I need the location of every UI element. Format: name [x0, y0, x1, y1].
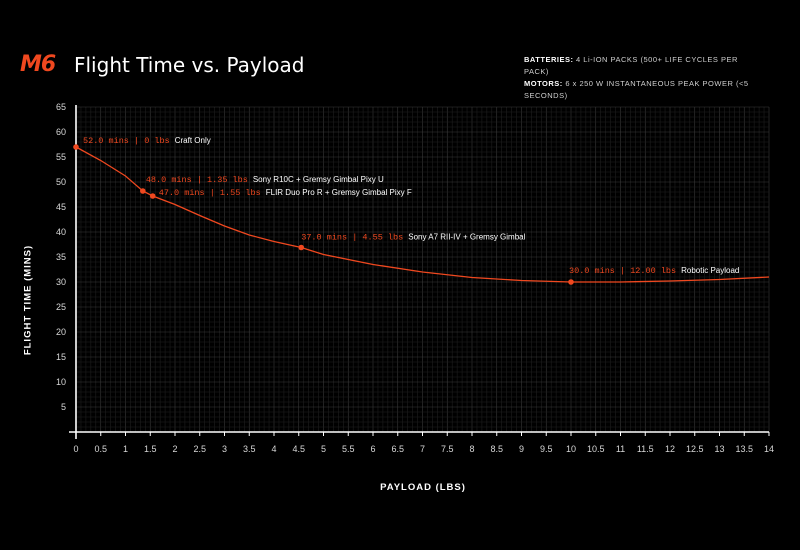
specs-block: BATTERIES: 4 Li-ION PACKS (500+ LIFE CYC…	[524, 54, 754, 102]
m6-logo: M6	[20, 52, 56, 77]
x-tick-label: 5.5	[342, 444, 355, 454]
x-tick-label: 14	[764, 444, 774, 454]
x-tick-label: 8	[469, 444, 474, 454]
motors-spec: MOTORS: 6 x 250 W INSTANTANEOUS PEAK POW…	[524, 78, 754, 102]
point-annotation: 37.0 mins | 4.55 lbs Sony A7 RII-IV + Gre…	[301, 233, 525, 243]
x-tick-label: 0	[73, 444, 78, 454]
point-annotation: 52.0 mins | 0 lbs Craft Only	[83, 136, 211, 146]
y-tick-label: 50	[56, 177, 66, 187]
chart-header: M6 Flight Time vs. Payload BATTERIES: 4 …	[20, 52, 780, 100]
x-tick-label: 3.5	[243, 444, 256, 454]
x-tick-label: 1.5	[144, 444, 157, 454]
point-value-label: 37.0 mins | 4.55 lbs	[301, 233, 403, 243]
x-tick-label: 6.5	[391, 444, 404, 454]
x-tick-label: 4.5	[292, 444, 305, 454]
chart-title: Flight Time vs. Payload	[74, 53, 305, 77]
y-tick-label: 35	[56, 252, 66, 262]
point-value-label: 47.0 mins | 1.55 lbs	[159, 188, 261, 198]
x-tick-label: 13	[714, 444, 724, 454]
x-tick-label: 12.5	[686, 444, 704, 454]
motors-label: MOTORS:	[524, 79, 563, 88]
y-tick-label: 65	[56, 102, 66, 112]
point-annotation: 47.0 mins | 1.55 lbs FLIR Duo Pro R + Gre…	[159, 188, 412, 198]
x-tick-label: 9.5	[540, 444, 553, 454]
x-tick-label: 0.5	[94, 444, 107, 454]
y-tick-label: 5	[61, 402, 66, 412]
x-tick-label: 12	[665, 444, 675, 454]
y-tick-label: 10	[56, 377, 66, 387]
data-point	[73, 144, 79, 150]
point-annotation: 48.0 mins | 1.35 lbs Sony R10C + Gremsy G…	[146, 175, 384, 185]
x-axis-label: PAYLOAD (LBS)	[380, 482, 466, 493]
point-description-label: FLIR Duo Pro R + Gremsy Gimbal Pixy F	[266, 188, 412, 197]
x-tick-label: 11.5	[637, 444, 654, 454]
x-tick-label: 7.5	[441, 444, 454, 454]
batteries-label: BATTERIES:	[524, 55, 574, 64]
data-point	[149, 193, 156, 199]
y-tick-label: 15	[56, 352, 66, 362]
x-tick-label: 2.5	[193, 444, 206, 454]
x-tick-label: 2	[172, 444, 177, 454]
x-tick-label: 5	[321, 444, 326, 454]
x-tick-label: 1	[123, 444, 128, 454]
point-description-label: Robotic Payload	[681, 266, 739, 275]
motors-value: 6 x 250 W INSTANTANEOUS PEAK POWER (<5 S…	[524, 79, 749, 100]
y-tick-label: 45	[56, 202, 66, 212]
data-point	[298, 244, 305, 251]
point-annotation: 30.0 mins | 12.00 lbs Robotic Payload	[569, 266, 739, 276]
y-tick-label: 60	[56, 127, 66, 137]
x-tick-label: 11	[616, 444, 625, 454]
data-point	[568, 279, 574, 285]
x-tick-label: 7	[420, 444, 425, 454]
x-tick-label: 4	[271, 444, 276, 454]
point-description-label: Sony A7 RII-IV + Gremsy Gimbal	[408, 233, 525, 242]
x-tick-label: 3	[222, 444, 227, 454]
point-value-label: 52.0 mins | 0 lbs	[83, 136, 170, 146]
point-description-label: Sony R10C + Gremsy Gimbal Pixy U	[253, 175, 384, 184]
x-tick-label: 8.5	[490, 444, 503, 454]
data-points: 52.0 mins | 0 lbs Craft Only 48.0 mins | 1…	[73, 136, 739, 285]
y-tick-label: 30	[56, 277, 66, 287]
x-tick-label: 6	[370, 444, 375, 454]
batteries-value: 4 Li-ION PACKS (500+ LIFE CYCLES PER PAC…	[524, 55, 738, 76]
x-tick-label: 9	[519, 444, 524, 454]
x-tick-label: 10	[566, 444, 576, 454]
grid	[75, 106, 770, 433]
y-tick-label: 55	[56, 152, 66, 162]
y-tick-label: 25	[56, 302, 66, 312]
point-value-label: 30.0 mins | 12.00 lbs	[569, 266, 676, 276]
point-description-label: Craft Only	[175, 136, 211, 145]
batteries-spec: BATTERIES: 4 Li-ION PACKS (500+ LIFE CYC…	[524, 54, 754, 78]
x-tick-label: 13.5	[735, 444, 753, 454]
y-tick-label: 40	[56, 227, 66, 237]
y-tick-label: 20	[56, 327, 66, 337]
axes: 0 0.5 1 1.5 2 2.5 3 3.5 4 4.5 5 5.5 6 6.5 7 7.5 8 8.5 9 9.5…	[56, 102, 774, 454]
data-point	[140, 188, 146, 194]
x-tick-label: 10.5	[587, 444, 605, 454]
point-value-label: 48.0 mins | 1.35 lbs	[146, 175, 248, 185]
